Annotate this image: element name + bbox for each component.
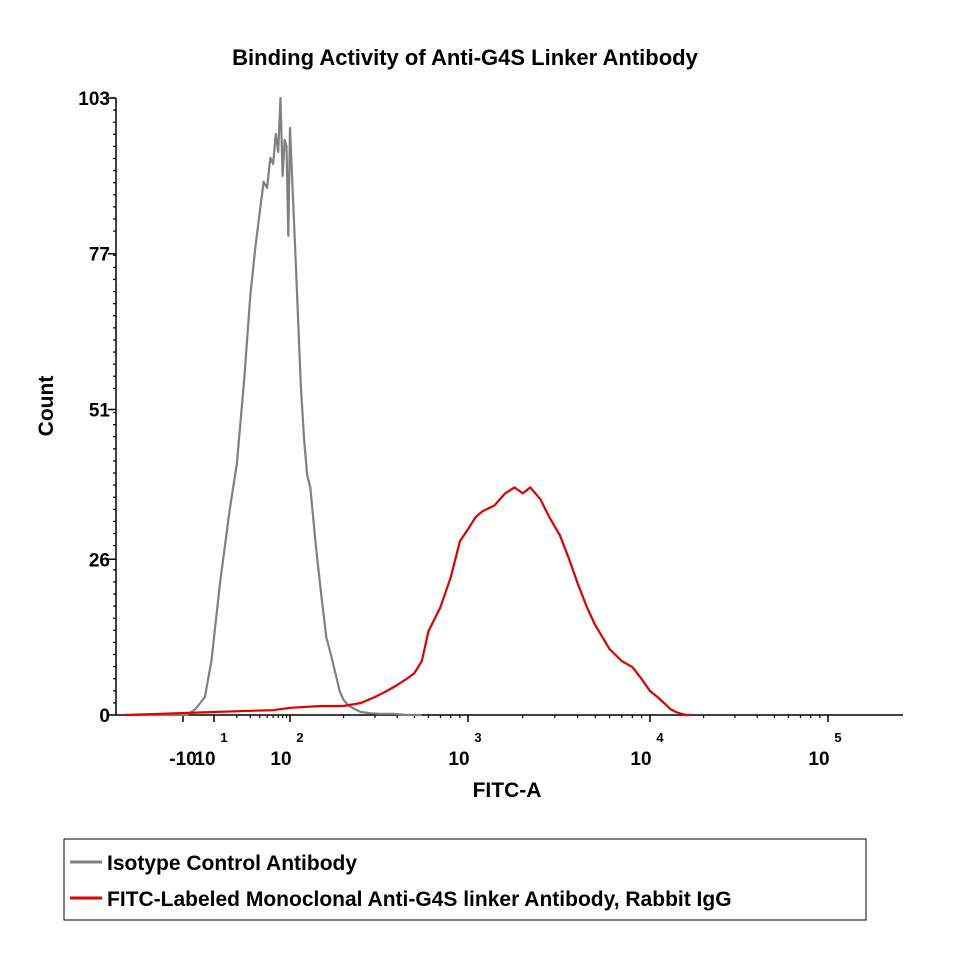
y-tick-label: 77 — [89, 245, 110, 266]
y-tick-label: 26 — [89, 550, 110, 571]
x-tick-label: -10 — [169, 749, 196, 770]
legend-entry-label: Isotype Control Antibody — [107, 852, 357, 875]
x-axis-label: FITC-A — [473, 779, 542, 802]
y-tick-label: 51 — [89, 400, 111, 421]
axis-minor-ticks — [113, 97, 821, 718]
x-tick-exponent: 5 — [834, 730, 841, 745]
y-axis-ticks: 0 26 51 77 103 — [78, 89, 116, 727]
y-tick-label: 103 — [78, 89, 110, 110]
legend-entry-label: FITC-Labeled Monoclonal Anti-G4S linker … — [107, 888, 732, 911]
y-axis-label: Count — [35, 376, 58, 437]
y-tick-label: 0 — [99, 706, 110, 727]
x-tick-exponent: 3 — [474, 730, 481, 745]
x-tick-label: 10 — [270, 749, 291, 770]
series-layer — [124, 96, 691, 717]
x-tick-label: 10 — [194, 749, 215, 770]
fitc-antibody-series-line — [124, 486, 691, 717]
chart-title: Binding Activity of Anti-G4S Linker Anti… — [232, 45, 698, 70]
x-tick-exponent: 2 — [296, 730, 303, 745]
x-tick-label: 10 — [448, 749, 469, 770]
x-tick-exponent: 1 — [220, 730, 227, 745]
x-tick-label: 10 — [630, 749, 651, 770]
isotype-control-series-line — [125, 96, 422, 717]
legend-box — [63, 838, 867, 921]
legend: Isotype Control Antibody FITC-Labeled Mon… — [70, 852, 732, 911]
x-tick-exponent: 4 — [656, 730, 664, 745]
x-tick-label: 10 — [808, 749, 829, 770]
